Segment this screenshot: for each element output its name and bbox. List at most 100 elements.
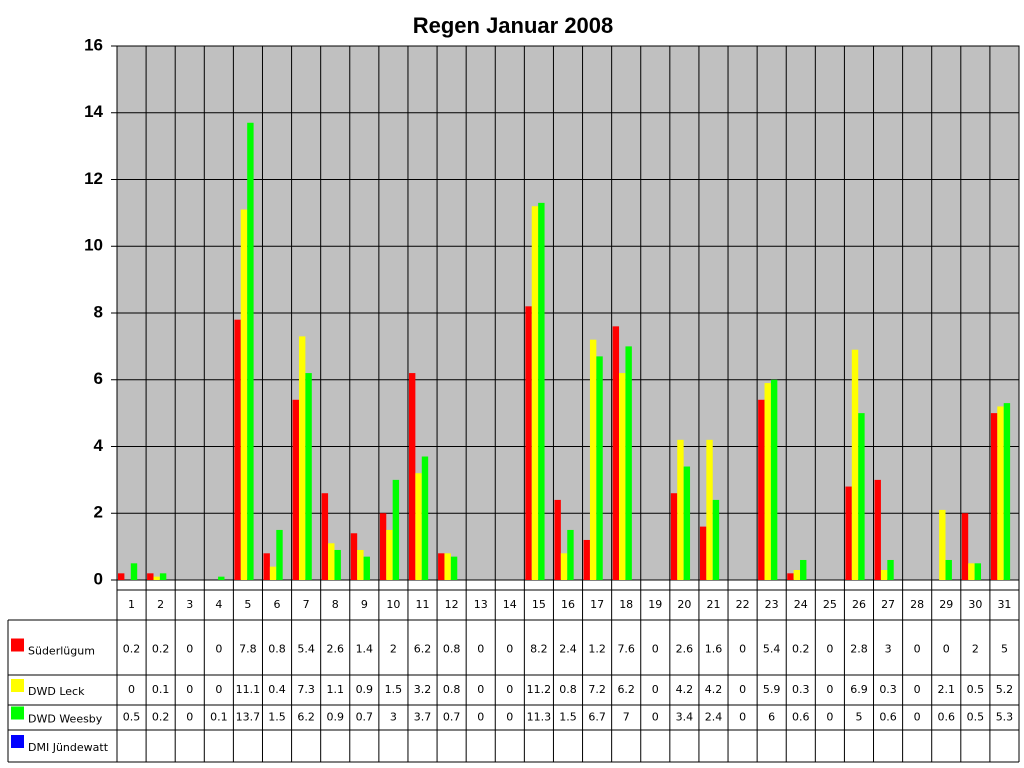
- table-value: 0.8: [268, 643, 286, 656]
- x-tick-label: 16: [561, 598, 575, 611]
- bar: [392, 479, 400, 580]
- table-value: 3.2: [414, 683, 432, 696]
- table-value: 5.3: [996, 711, 1014, 724]
- y-tick-label: 16: [84, 35, 103, 54]
- y-tick-label: 2: [94, 503, 103, 522]
- table-value: 1.4: [356, 643, 374, 656]
- table-value: 0.1: [210, 711, 228, 724]
- x-tick-label: 10: [386, 598, 400, 611]
- table-value: 0: [652, 643, 659, 656]
- bar: [997, 406, 1004, 580]
- bar: [531, 206, 539, 580]
- table-value: 0: [506, 711, 513, 724]
- bar: [758, 399, 765, 580]
- bar: [379, 513, 387, 580]
- table-value: 2.4: [705, 711, 723, 724]
- table-value: 1.1: [326, 683, 344, 696]
- table-value: 0: [477, 683, 484, 696]
- table-value: 0: [739, 683, 746, 696]
- table-value: 0: [215, 683, 222, 696]
- table-value: 1.6: [705, 643, 723, 656]
- table-value: 0: [914, 683, 921, 696]
- table-value: 0: [128, 683, 135, 696]
- x-tick-label: 27: [881, 598, 895, 611]
- bar: [159, 573, 167, 580]
- table-value: 2.6: [676, 643, 694, 656]
- chart-title: Regen Januar 2008: [413, 13, 614, 38]
- bar: [444, 553, 451, 580]
- table-value: 1.5: [559, 711, 577, 724]
- x-tick-label: 22: [736, 598, 750, 611]
- table-value: 2.1: [938, 683, 956, 696]
- table-value: 0.8: [443, 683, 461, 696]
- bar: [147, 573, 154, 580]
- x-tick-label: 9: [361, 598, 368, 611]
- table-value: 7.8: [239, 643, 257, 656]
- x-tick-label: 2: [157, 598, 164, 611]
- bar: [415, 473, 422, 580]
- table-value: 2: [972, 643, 979, 656]
- table-value: 1.2: [588, 643, 606, 656]
- table-value: 5: [1001, 643, 1008, 656]
- bar: [321, 493, 329, 580]
- table-value: 6.7: [588, 711, 606, 724]
- x-tick-label: 4: [215, 598, 222, 611]
- y-tick-label: 4: [94, 436, 104, 455]
- table-value: 0.8: [443, 643, 461, 656]
- table-value: 0: [652, 711, 659, 724]
- table-value: 5: [855, 711, 862, 724]
- bar: [887, 559, 894, 580]
- table-value: 0.9: [326, 711, 344, 724]
- bar: [118, 573, 125, 580]
- bar: [438, 553, 445, 580]
- bar: [589, 339, 597, 580]
- table-value: 0.7: [443, 711, 461, 724]
- bar: [677, 439, 684, 580]
- table-value: 7.2: [588, 683, 606, 696]
- table-value: 0: [914, 711, 921, 724]
- table-value: 6.2: [414, 643, 432, 656]
- bar: [961, 513, 969, 580]
- table-value: 0: [186, 683, 193, 696]
- bar: [350, 533, 358, 580]
- x-tick-label: 3: [186, 598, 193, 611]
- table-value: 2: [390, 643, 397, 656]
- table-value: 0: [826, 711, 833, 724]
- bar: [386, 529, 393, 580]
- y-tick-label: 14: [84, 102, 103, 121]
- x-tick-label: 19: [648, 598, 662, 611]
- table-value: 11.3: [527, 711, 552, 724]
- table-value: 0.4: [268, 683, 286, 696]
- bar: [525, 306, 532, 580]
- bar: [787, 573, 794, 580]
- table-value: 4.2: [676, 683, 694, 696]
- bar: [305, 373, 312, 580]
- table-value: 11.2: [527, 683, 552, 696]
- bar: [334, 549, 341, 580]
- x-tick-label: 26: [852, 598, 866, 611]
- bar: [706, 439, 713, 580]
- x-tick-label: 18: [619, 598, 633, 611]
- legend-key: [11, 706, 24, 720]
- table-value: 0: [506, 643, 513, 656]
- bar: [764, 383, 771, 580]
- x-tick-label: 21: [706, 598, 720, 611]
- legend-label: Süderlügum: [28, 645, 95, 658]
- bar: [292, 399, 299, 580]
- x-tick-label: 13: [474, 598, 488, 611]
- bar: [770, 379, 778, 580]
- x-tick-label: 23: [765, 598, 779, 611]
- table-value: 0.5: [967, 683, 985, 696]
- x-tick-label: 11: [416, 598, 430, 611]
- bar: [583, 539, 590, 580]
- y-tick-label: 8: [94, 302, 103, 321]
- table-value: 0.5: [967, 711, 985, 724]
- table-value: 0.6: [938, 711, 956, 724]
- table-value: 0: [477, 643, 484, 656]
- x-tick-label: 15: [532, 598, 546, 611]
- bar: [712, 499, 720, 580]
- bar: [800, 559, 807, 580]
- bar: [670, 493, 678, 580]
- bar: [596, 356, 603, 580]
- y-tick-label: 12: [84, 169, 103, 188]
